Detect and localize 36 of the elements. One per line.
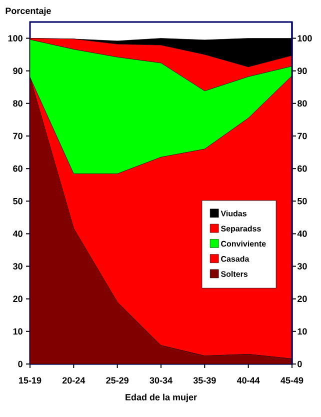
y2-tick-label: 30	[297, 263, 307, 270]
y2-tick-label: 70	[298, 132, 307, 140]
x-tick-label: 35-39	[193, 377, 216, 384]
y2-tick-label: 90	[298, 68, 307, 74]
y2-tick-label: 20	[298, 296, 307, 302]
x-tick-label: 20-24	[62, 377, 86, 384]
legend-label: Conviviente	[221, 240, 266, 247]
y-tick-label: 10	[13, 328, 22, 335]
legend-label: Viudas	[220, 210, 247, 216]
y2-tick-label: 0	[298, 360, 302, 368]
y-tick-label: 100	[8, 35, 22, 42]
y-tick-label: 90	[13, 68, 22, 74]
y2-tick-label: 60	[298, 165, 307, 172]
y-tick-label: 50	[13, 198, 22, 204]
y-tick-label: 0	[18, 360, 22, 368]
y-tick-label: 80	[13, 100, 22, 107]
y2-tick-label: 50	[297, 198, 307, 204]
y2-tick-label: 10	[298, 328, 307, 335]
legend-label: Solters	[220, 270, 248, 277]
x-tick-label: 45-49	[280, 377, 304, 384]
y-axis-title: Porcentaje	[6, 7, 51, 16]
x-axis-title: Edad de la mujer	[126, 394, 197, 402]
y-tick-label: 40	[12, 230, 22, 237]
y-tick-label: 60	[13, 165, 22, 172]
y-tick-label: 30	[12, 263, 22, 270]
y2-tick-label: 100	[298, 35, 312, 42]
x-tick-label: 25-29	[106, 377, 129, 384]
y2-tick-label: 80	[297, 100, 307, 107]
legend-label: Casada	[221, 256, 250, 262]
x-tick-label: 30-34	[150, 377, 172, 384]
y-tick-label: 70	[13, 132, 22, 140]
y2-tick-label: 40	[297, 230, 307, 237]
y-tick-label: 20	[13, 296, 22, 302]
x-tick-label: 15-19	[19, 377, 42, 384]
x-tick-label: 40-44	[236, 377, 260, 384]
legend-label: Separadss	[220, 226, 261, 234]
